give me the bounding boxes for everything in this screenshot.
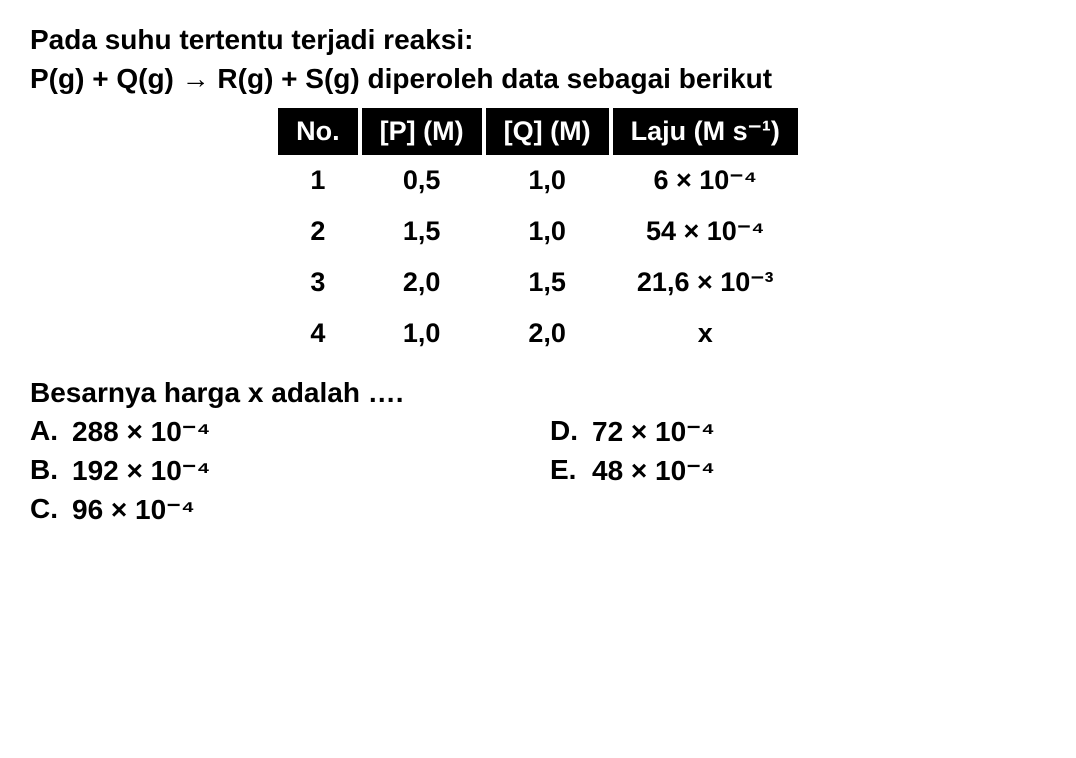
cell-no: 4 [278,308,358,359]
table-header-row: No. [P] (M) [Q] (M) Laju (M s⁻¹) [278,108,798,155]
option-c: C. 96 × 10⁻⁴ [30,493,550,526]
cell-rate: 6 × 10⁻⁴ [613,155,798,206]
option-value: 192 × 10⁻⁴ [72,454,210,487]
table-row: 4 1,0 2,0 x [278,308,798,359]
option-value: 48 × 10⁻⁴ [592,454,715,487]
data-table-wrap: No. [P] (M) [Q] (M) Laju (M s⁻¹) 1 0,5 1… [30,108,1046,359]
option-label: E. [550,454,578,487]
cell-p: 2,0 [362,257,482,308]
cell-no: 3 [278,257,358,308]
option-label: B. [30,454,58,487]
header-rate: Laju (M s⁻¹) [613,108,798,155]
cell-rate: x [613,308,798,359]
cell-q: 1,5 [486,257,609,308]
problem-statement: Pada suhu tertentu terjadi reaksi: P(g) … [30,20,1046,98]
question-text: Besarnya harga x adalah …. [30,377,1046,409]
table-row: 3 2,0 1,5 21,6 × 10⁻³ [278,257,798,308]
option-label: C. [30,493,58,526]
cell-rate: 54 × 10⁻⁴ [613,206,798,257]
table-row: 2 1,5 1,0 54 × 10⁻⁴ [278,206,798,257]
problem-line-1: Pada suhu tertentu terjadi reaksi: [30,20,1046,59]
cell-rate: 21,6 × 10⁻³ [613,257,798,308]
cell-q: 2,0 [486,308,609,359]
answer-options: A. 288 × 10⁻⁴ D. 72 × 10⁻⁴ B. 192 × 10⁻⁴… [30,415,1046,526]
header-q: [Q] (M) [486,108,609,155]
option-e: E. 48 × 10⁻⁴ [550,454,970,487]
option-value: 72 × 10⁻⁴ [592,415,715,448]
table-row: 1 0,5 1,0 6 × 10⁻⁴ [278,155,798,206]
cell-p: 0,5 [362,155,482,206]
option-value: 96 × 10⁻⁴ [72,493,195,526]
cell-q: 1,0 [486,155,609,206]
option-value: 288 × 10⁻⁴ [72,415,210,448]
cell-no: 1 [278,155,358,206]
option-label: D. [550,415,578,448]
header-no: No. [278,108,358,155]
cell-p: 1,5 [362,206,482,257]
data-table: No. [P] (M) [Q] (M) Laju (M s⁻¹) 1 0,5 1… [274,108,802,359]
cell-p: 1,0 [362,308,482,359]
option-d: D. 72 × 10⁻⁴ [550,415,970,448]
problem-line-2: P(g) + Q(g) → R(g) + S(g) diperoleh data… [30,59,1046,98]
header-p: [P] (M) [362,108,482,155]
option-b: B. 192 × 10⁻⁴ [30,454,550,487]
option-label: A. [30,415,58,448]
option-a: A. 288 × 10⁻⁴ [30,415,550,448]
cell-no: 2 [278,206,358,257]
cell-q: 1,0 [486,206,609,257]
